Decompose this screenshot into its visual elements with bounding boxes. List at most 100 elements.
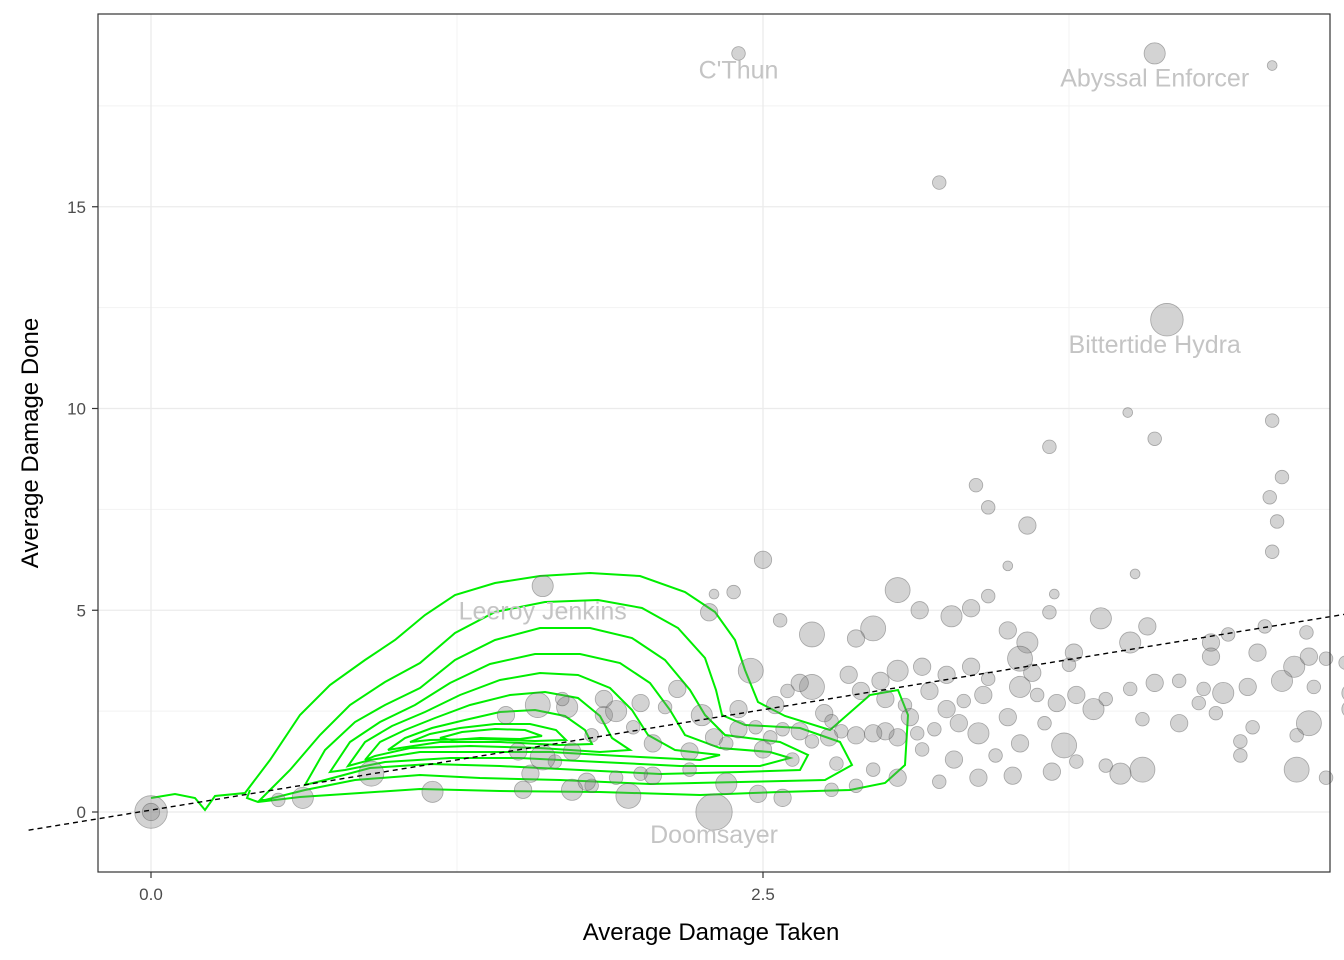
x-axis: 0.02.55.07.5 <box>139 872 775 904</box>
data-point <box>1042 605 1057 620</box>
data-point <box>753 740 773 759</box>
data-point <box>1270 669 1293 692</box>
data-point <box>886 659 909 682</box>
data-point <box>358 760 385 787</box>
data-point <box>719 736 734 751</box>
data-point <box>1233 748 1248 763</box>
data-point <box>780 683 795 699</box>
data-point <box>524 692 551 718</box>
contour-9 <box>439 727 543 742</box>
contour-2 <box>257 598 854 801</box>
data-point <box>1145 673 1164 692</box>
data-point <box>605 700 628 723</box>
scatter-points <box>134 60 1344 829</box>
data-point <box>1283 756 1310 783</box>
data-point <box>748 720 763 735</box>
data-point <box>1264 413 1280 428</box>
data-point <box>643 766 662 785</box>
data-point <box>790 673 809 692</box>
data-point <box>1007 645 1033 672</box>
data-point <box>839 665 858 684</box>
data-point <box>1296 710 1322 737</box>
data-point <box>914 742 930 757</box>
data-point <box>1306 679 1322 695</box>
data-point <box>1341 686 1344 700</box>
data-point <box>1171 673 1187 689</box>
contour-6 <box>364 690 634 761</box>
data-point <box>775 722 790 737</box>
data-point <box>1257 619 1273 634</box>
data-point <box>547 754 563 769</box>
data-point <box>1248 643 1267 662</box>
data-point <box>1129 756 1156 783</box>
data-point <box>834 724 849 739</box>
data-point <box>584 728 599 743</box>
data-point <box>1018 516 1037 535</box>
data-point <box>555 691 570 707</box>
data-point <box>1098 691 1113 707</box>
data-point <box>1135 711 1150 727</box>
plot-panel <box>98 14 1330 872</box>
data-point <box>848 778 864 793</box>
data-point <box>134 795 168 829</box>
x-axis-title: Average Damage Taken <box>583 919 840 946</box>
data-point <box>708 588 720 600</box>
data-point <box>766 695 785 715</box>
data-point <box>291 786 314 809</box>
data-point <box>920 681 939 701</box>
data-point <box>1318 651 1334 666</box>
data-point <box>968 477 984 493</box>
data-point <box>668 679 687 699</box>
data-point <box>949 714 968 733</box>
data-point <box>974 685 993 705</box>
data-point <box>1274 469 1290 485</box>
data-point <box>615 782 642 809</box>
data-point <box>819 728 839 747</box>
data-point <box>700 603 719 622</box>
data-point <box>865 762 881 777</box>
data-point <box>981 500 996 515</box>
data-point <box>1299 647 1319 666</box>
data-point <box>884 577 911 603</box>
data-point <box>944 750 964 769</box>
data-point <box>1003 766 1022 785</box>
data-point <box>726 584 741 600</box>
data-point <box>888 768 907 787</box>
data-point <box>824 782 839 798</box>
data-point <box>682 762 697 777</box>
data-point <box>864 724 883 743</box>
data-point <box>932 175 947 190</box>
data-point <box>910 601 929 620</box>
data-point <box>988 748 1003 763</box>
data-point <box>900 708 919 727</box>
data-point <box>851 681 871 701</box>
data-point <box>421 780 444 803</box>
data-point <box>1042 762 1061 781</box>
data-point <box>1201 647 1221 666</box>
data-point <box>860 615 887 642</box>
data-point <box>937 700 956 719</box>
data-point <box>1082 698 1105 721</box>
contour-5 <box>345 671 721 768</box>
contour-7 <box>387 708 594 751</box>
data-point <box>1266 60 1278 71</box>
data-point <box>824 714 839 729</box>
data-point <box>1299 625 1314 640</box>
data-point <box>1262 490 1277 505</box>
data-point <box>1002 560 1014 572</box>
x-tick-label: 0.0 <box>139 885 163 904</box>
x-tick-label: 2.5 <box>751 885 775 904</box>
labeled-data-point <box>1150 303 1184 337</box>
data-point <box>910 726 925 741</box>
data-point <box>1064 643 1083 662</box>
data-point <box>804 734 820 749</box>
data-point <box>1289 728 1304 743</box>
data-point <box>1037 716 1052 731</box>
data-point <box>969 768 988 787</box>
data-point <box>594 706 613 725</box>
data-point <box>998 621 1017 640</box>
data-point <box>715 772 738 795</box>
data-point <box>1010 734 1030 753</box>
